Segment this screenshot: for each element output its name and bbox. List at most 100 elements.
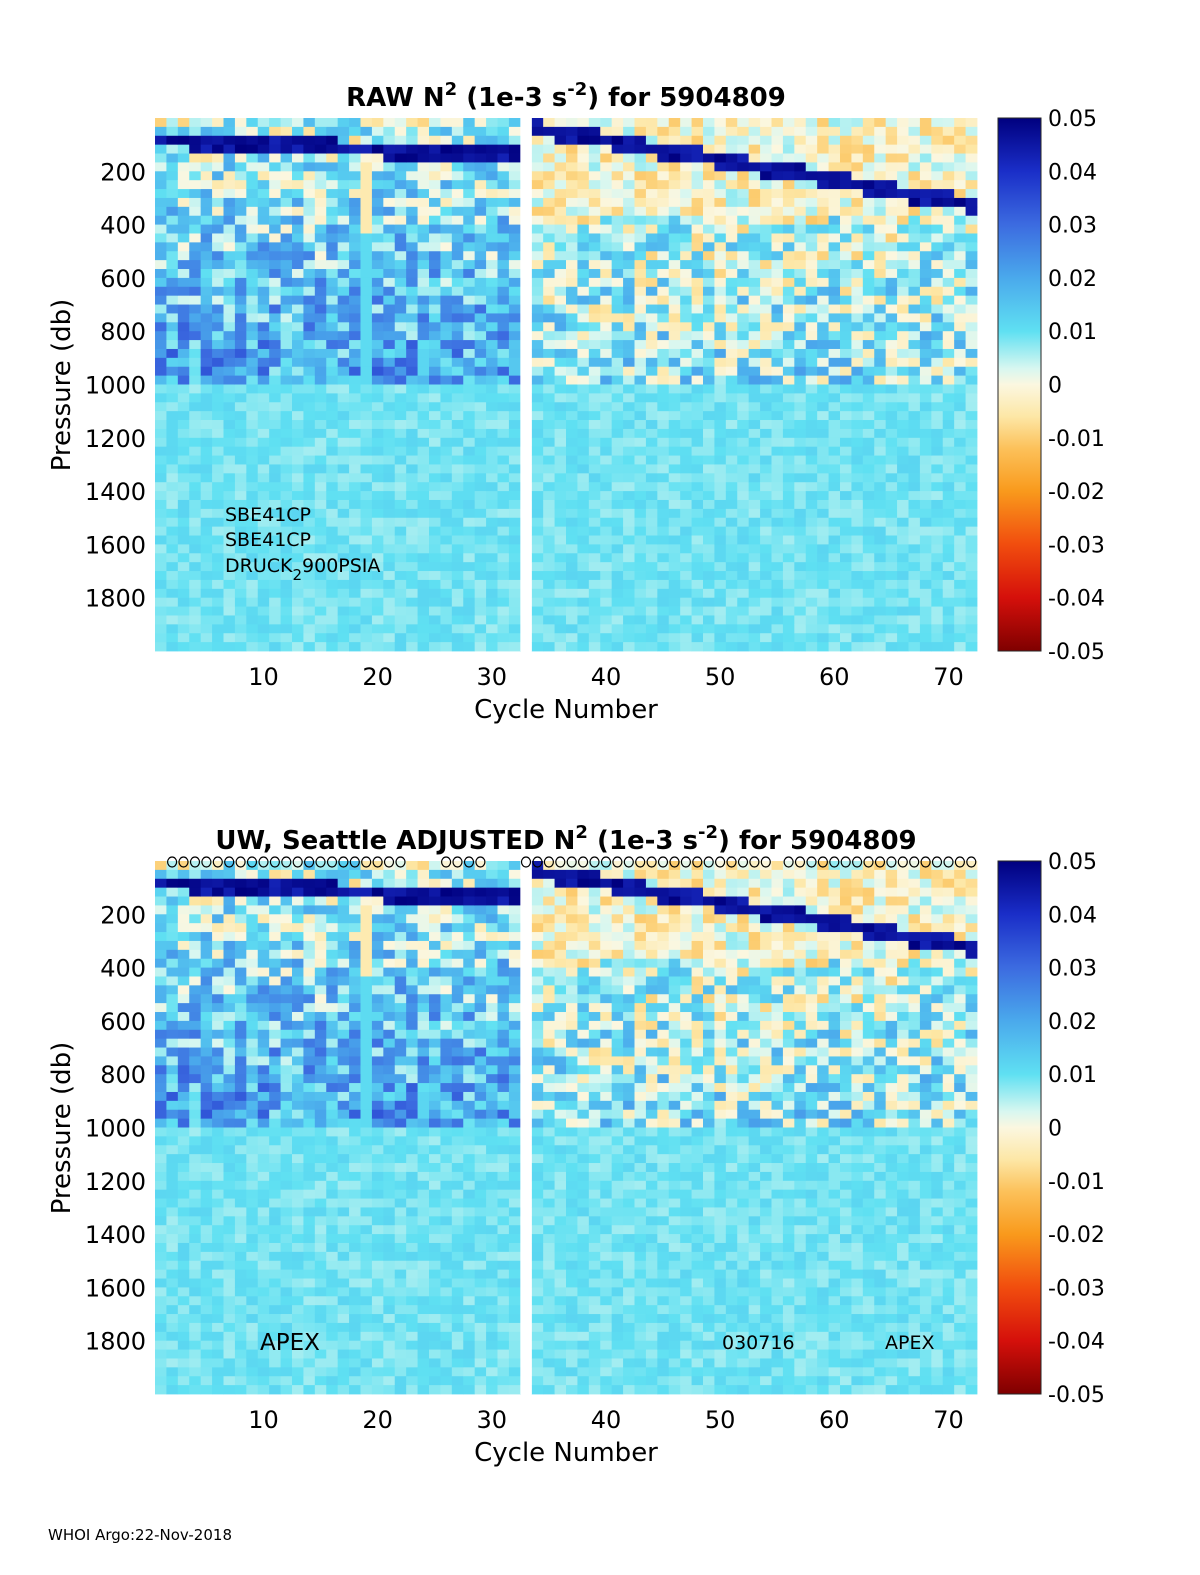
raw-heatmap-cell	[281, 154, 293, 163]
raw-heatmap-cell	[349, 180, 361, 189]
raw-heatmap-cell	[543, 385, 555, 394]
raw-heatmap-cell	[338, 509, 350, 518]
adjusted-heatmap-cell	[201, 1358, 213, 1367]
raw-heatmap-cell	[772, 438, 784, 447]
raw-heatmap-cell	[201, 482, 213, 491]
raw-heatmap-cell	[543, 642, 555, 651]
raw-heatmap-cell	[372, 207, 384, 216]
adjusted-heatmap-cell	[269, 1261, 281, 1270]
raw-heatmap-cell	[897, 260, 909, 269]
raw-heatmap-cell	[909, 473, 921, 482]
raw-heatmap-cell	[418, 127, 430, 136]
raw-heatmap-cell	[920, 598, 932, 607]
raw-heatmap-cell	[452, 420, 464, 429]
raw-heatmap-cell	[292, 233, 304, 242]
raw-heatmap-cell	[840, 198, 852, 207]
raw-heatmap-cell	[760, 207, 772, 216]
raw-heatmap-cell	[189, 358, 201, 367]
raw-heatmap-cell	[726, 145, 738, 154]
raw-heatmap-cell	[315, 402, 327, 411]
raw-y-tick-labels: 20040060080010001200140016001800	[85, 158, 146, 612]
raw-heatmap-cell	[829, 278, 841, 287]
raw-heatmap-cell	[303, 580, 315, 589]
raw-heatmap-cell	[954, 562, 966, 571]
raw-heatmap-cell	[201, 198, 213, 207]
raw-heatmap-cell	[760, 242, 772, 251]
raw-heatmap-cell	[680, 305, 692, 314]
raw-heatmap-cell	[281, 233, 293, 242]
raw-heatmap-cell	[383, 349, 395, 358]
raw-heatmap-cell	[897, 385, 909, 394]
raw-heatmap-cell	[246, 473, 258, 482]
adjusted-heatmap-cell	[212, 1172, 224, 1181]
raw-heatmap-cell	[315, 233, 327, 242]
raw-heatmap-cell	[372, 518, 384, 527]
raw-heatmap-cell	[463, 580, 475, 589]
raw-heatmap-cell	[555, 527, 567, 536]
raw-heatmap-cell	[749, 278, 761, 287]
raw-heatmap-cell	[326, 482, 338, 491]
adjusted-heatmap-cell	[235, 870, 247, 879]
raw-heatmap-cell	[452, 491, 464, 500]
raw-y-axis-label: Pressure (db)	[47, 299, 77, 472]
adjusted-heatmap-cell	[178, 1181, 190, 1190]
raw-heatmap-cell	[292, 278, 304, 287]
raw-heatmap-cell	[463, 349, 475, 358]
raw-heatmap-cell	[258, 642, 270, 651]
raw-heatmap-cell	[486, 349, 498, 358]
raw-heatmap-cell	[863, 233, 875, 242]
raw-heatmap-cell	[737, 358, 749, 367]
raw-heatmap-cell	[943, 598, 955, 607]
raw-heatmap-cell	[452, 553, 464, 562]
raw-heatmap-cell	[315, 216, 327, 225]
raw-heatmap-cell	[292, 162, 304, 171]
raw-heatmap-cell	[338, 287, 350, 296]
raw-heatmap-cell	[954, 518, 966, 527]
raw-heatmap-cell	[463, 198, 475, 207]
raw-heatmap-cell	[281, 278, 293, 287]
raw-heatmap-cell	[201, 411, 213, 420]
raw-heatmap-cell	[452, 544, 464, 553]
raw-heatmap-cell	[235, 607, 247, 616]
raw-heatmap-cell	[235, 376, 247, 385]
raw-heatmap-cell	[498, 589, 510, 598]
adjusted-heatmap-cell	[212, 1012, 224, 1021]
raw-heatmap-cell	[772, 553, 784, 562]
raw-heatmap-cell	[440, 216, 452, 225]
raw-heatmap-cell	[943, 562, 955, 571]
adjusted-heatmap-cell	[189, 1296, 201, 1305]
raw-heatmap-cell	[235, 207, 247, 216]
adjusted-heatmap-cell	[235, 976, 247, 985]
adjusted-heatmap-cell	[189, 888, 201, 897]
raw-heatmap-cell	[920, 331, 932, 340]
raw-heatmap-cell	[509, 216, 521, 225]
adjusted-heatmap-cell	[235, 1305, 247, 1314]
raw-heatmap-cell	[680, 260, 692, 269]
raw-heatmap-cell	[851, 233, 863, 242]
adjusted-heatmap-cell	[155, 941, 167, 950]
raw-heatmap-cell	[966, 473, 978, 482]
raw-heatmap-cell	[486, 385, 498, 394]
raw-heatmap-cell	[349, 269, 361, 278]
raw-heatmap-cell	[931, 518, 943, 527]
raw-heatmap-cell	[566, 562, 578, 571]
raw-heatmap-cell	[566, 633, 578, 642]
raw-heatmap-cell	[646, 145, 658, 154]
raw-heatmap-cell	[406, 500, 418, 509]
adjusted-heatmap-cell	[178, 1341, 190, 1350]
raw-heatmap-cell	[463, 429, 475, 438]
raw-heatmap-cell	[555, 536, 567, 545]
raw-colorbar-tick-label: -0.02	[1048, 480, 1105, 505]
raw-heatmap-cell	[966, 154, 978, 163]
adjusted-heatmap-cell	[235, 1021, 247, 1030]
raw-heatmap-cell	[440, 571, 452, 580]
raw-heatmap-cell	[463, 527, 475, 536]
raw-heatmap-cell	[166, 260, 178, 269]
raw-heatmap-cell	[692, 358, 704, 367]
raw-heatmap-cell	[874, 233, 886, 242]
raw-heatmap-cell	[714, 180, 726, 189]
raw-heatmap-cell	[224, 420, 236, 429]
raw-heatmap-cell	[166, 189, 178, 198]
raw-heatmap-cell	[452, 225, 464, 234]
raw-heatmap-cell	[646, 331, 658, 340]
